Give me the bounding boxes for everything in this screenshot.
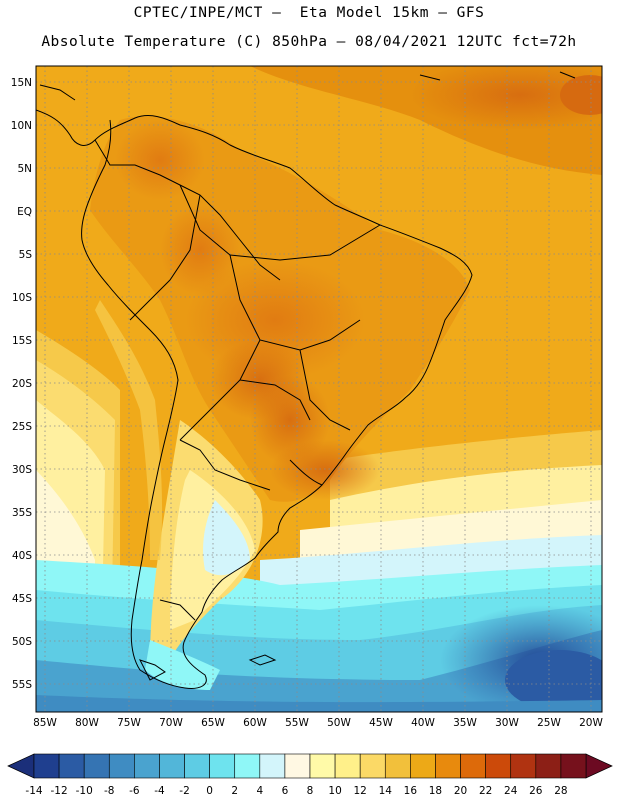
colorbar-swatch	[510, 753, 537, 779]
colorbar-swatch	[334, 753, 361, 779]
colorbar-swatch	[259, 753, 286, 779]
colorbar-swatch	[485, 753, 512, 779]
colorbar-swatch	[108, 753, 135, 779]
colorbar-swatch	[359, 753, 386, 779]
lon-label: 55W	[285, 717, 309, 729]
lat-label: 25S	[12, 421, 32, 433]
colorbar-label: 2	[231, 785, 238, 797]
colorbar-label: 6	[282, 785, 289, 797]
colorbar-label: 4	[256, 785, 263, 797]
colorbar-label: 18	[429, 785, 442, 797]
map-frame	[35, 65, 603, 713]
colorbar-swatch	[209, 753, 236, 779]
lon-labels: 85W 80W 75W 70W 65W 60W 55W 50W 45W 40W …	[33, 717, 603, 729]
colorbar-swatch	[234, 753, 261, 779]
lon-label: 30W	[495, 717, 519, 729]
colorbar-low-arrow	[7, 753, 35, 779]
colorbar-label: -14	[25, 785, 42, 797]
colorbar-swatch	[535, 753, 562, 779]
lon-label: 60W	[243, 717, 267, 729]
colorbar-label: 10	[328, 785, 341, 797]
lon-label: 50W	[327, 717, 351, 729]
lat-label: 45S	[12, 593, 32, 605]
lat-label: 20S	[12, 378, 32, 390]
colorbar-label: -4	[154, 785, 165, 797]
lat-label: 10S	[12, 292, 32, 304]
colorbar-label: 8	[307, 785, 314, 797]
lon-label: 85W	[33, 717, 57, 729]
lon-label: 20W	[579, 717, 603, 729]
colorbar-label: 26	[529, 785, 543, 797]
lat-labels: 15N 10N 5N EQ 5S 10S 15S 20S 25S 30S 35S…	[11, 77, 33, 691]
colorbar-label: 22	[479, 785, 492, 797]
lat-label: 35S	[12, 507, 32, 519]
colorbar-label: 0	[206, 785, 213, 797]
colorbar-swatch	[134, 753, 160, 779]
lon-label: 25W	[537, 717, 561, 729]
colorbar-swatch	[184, 753, 210, 779]
lat-label: 55S	[12, 679, 32, 691]
lat-label: 10N	[11, 120, 32, 132]
colorbar-label: -10	[76, 785, 93, 797]
lat-label: 5N	[17, 163, 32, 175]
colorbar-label: -8	[104, 785, 114, 797]
colorbar-label: -6	[129, 785, 140, 797]
lat-label: 50S	[12, 636, 32, 648]
lon-label: 80W	[75, 717, 99, 729]
chart-title-line-1: CPTEC/INPE/MCT – Eta Model 15km – GFS	[133, 5, 485, 21]
colorbar-label: 24	[504, 785, 518, 797]
lat-label: 15S	[12, 335, 32, 347]
lat-label: 15N	[11, 77, 32, 89]
lat-label: EQ	[17, 206, 32, 218]
lon-label: 65W	[201, 717, 225, 729]
colorbar-label: 28	[554, 785, 567, 797]
colorbar-label: 14	[379, 785, 393, 797]
colorbar-swatch	[435, 753, 461, 779]
colorbar-swatch	[460, 753, 486, 779]
lat-label: 30S	[12, 464, 32, 476]
colorbar-swatch	[384, 753, 411, 779]
colorbar-swatch	[284, 753, 311, 779]
colorbar-label: -12	[51, 785, 68, 797]
chart-title-line-2: Absolute Temperature (C) 850hPa – 08/04/…	[41, 34, 577, 50]
temperature-field	[36, 66, 602, 712]
lon-label: 75W	[117, 717, 141, 729]
lon-label: 70W	[159, 717, 183, 729]
lat-label: 40S	[12, 550, 32, 562]
coastlines	[36, 71, 576, 689]
lat-label: 5S	[19, 249, 33, 261]
lon-label: 40W	[411, 717, 435, 729]
colorbar: -14 -12 -10 -8 -6 -4 -2 0 2 4 6 8 10 12 14 16 18 20 22 24 26…	[7, 753, 613, 797]
colorbar-label: -2	[179, 785, 189, 797]
colorbar-swatch	[309, 753, 336, 779]
colorbar-label: 16	[404, 785, 418, 797]
colorbar-high-arrow	[585, 753, 613, 779]
colorbar-swatch	[410, 753, 436, 779]
colorbar-swatch	[83, 753, 110, 779]
colorbar-swatch	[560, 753, 587, 779]
colorbar-label: 20	[454, 785, 467, 797]
colorbar-label: 12	[353, 785, 366, 797]
lon-label: 35W	[453, 717, 477, 729]
colorbar-swatch	[58, 753, 85, 779]
colorbar-swatch	[33, 753, 60, 779]
colorbar-swatch	[159, 753, 185, 779]
lon-label: 45W	[369, 717, 393, 729]
